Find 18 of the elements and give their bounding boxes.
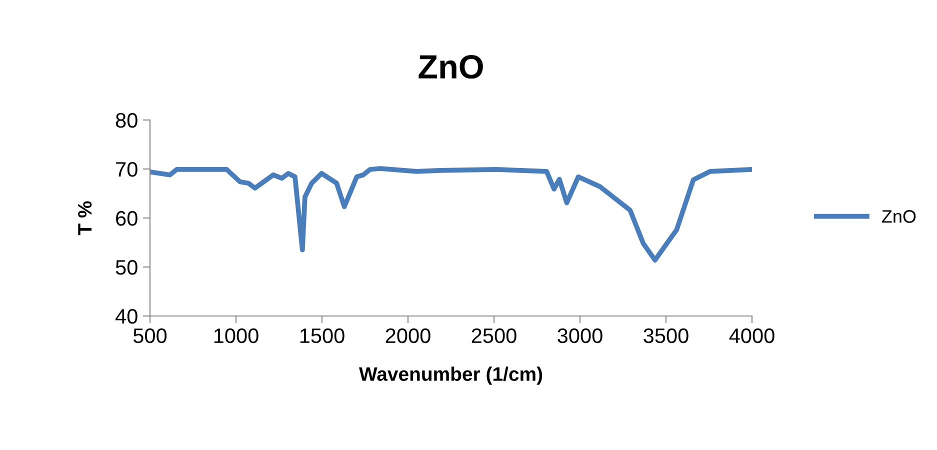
y-tick-label: 80	[116, 113, 138, 128]
line-series	[150, 166, 752, 263]
x-tick-label: 3000	[558, 328, 602, 344]
y-tick-label: 70	[116, 162, 138, 177]
y-tick-label: 40	[116, 309, 138, 324]
x-tick-label: 500	[133, 328, 167, 344]
chart-title: ZnO	[418, 55, 483, 79]
x-tick-label: 1000	[214, 328, 258, 344]
x-tick-label: 2500	[472, 328, 516, 344]
y-tick-label: 50	[116, 260, 138, 275]
x-tick-label: 4000	[729, 328, 774, 344]
x-axis-title: Wavenumber (1/cm)	[359, 366, 542, 385]
y-axis-title: T %	[78, 201, 92, 236]
x-tick-label: 2000	[386, 328, 430, 344]
y-tick-label: 60	[116, 211, 138, 226]
x-tick-label: 1500	[300, 328, 344, 344]
legend-label: ZnO	[882, 210, 916, 223]
x-tick-label: 3500	[644, 328, 688, 344]
